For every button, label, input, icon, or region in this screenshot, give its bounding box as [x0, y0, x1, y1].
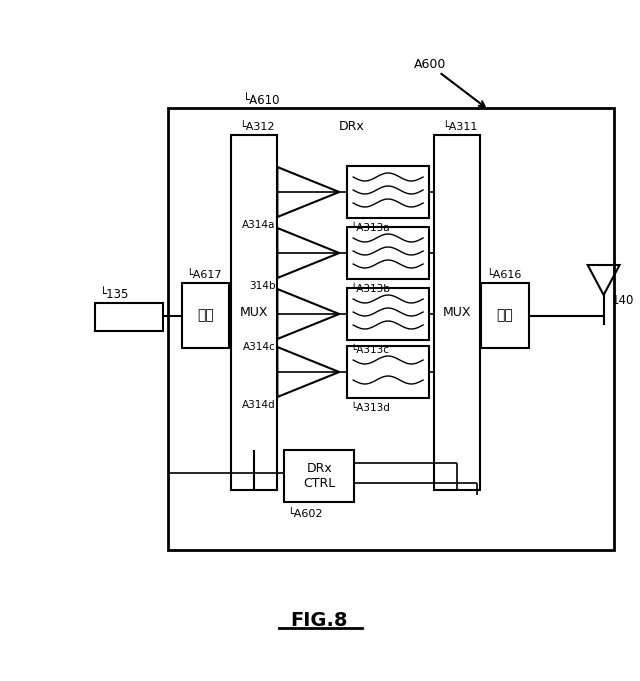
- Text: A600: A600: [414, 59, 447, 72]
- Text: └A312: └A312: [239, 122, 275, 132]
- Bar: [348, 288, 429, 340]
- Text: 整合: 整合: [497, 308, 513, 323]
- Text: MUX: MUX: [240, 306, 269, 319]
- Bar: [348, 166, 429, 218]
- Text: 140: 140: [612, 294, 634, 306]
- Text: └A313d: └A313d: [350, 403, 390, 413]
- Text: └A610: └A610: [243, 93, 280, 106]
- Bar: [232, 135, 277, 490]
- Bar: [481, 283, 529, 348]
- Bar: [168, 108, 614, 550]
- Text: └A617: └A617: [187, 270, 222, 280]
- Text: FIG.8: FIG.8: [291, 610, 348, 629]
- Text: └A602: └A602: [287, 509, 323, 519]
- Bar: [95, 303, 163, 331]
- Text: A314a: A314a: [242, 220, 275, 230]
- Bar: [348, 346, 429, 398]
- Text: A314d: A314d: [242, 400, 275, 410]
- Text: └A311: └A311: [442, 122, 477, 132]
- Text: A314c: A314c: [243, 342, 275, 352]
- Bar: [434, 135, 480, 490]
- Text: 314b: 314b: [249, 281, 275, 291]
- Text: DRx: DRx: [339, 121, 365, 133]
- Bar: [182, 283, 230, 348]
- Text: DRx
CTRL: DRx CTRL: [303, 462, 335, 490]
- Text: └A313a: └A313a: [350, 223, 390, 233]
- Text: 整合: 整合: [197, 308, 214, 323]
- Text: └A313b: └A313b: [350, 284, 390, 294]
- Bar: [348, 227, 429, 279]
- Text: └A313c: └A313c: [350, 345, 389, 355]
- Bar: [284, 450, 354, 502]
- Text: └135: └135: [100, 289, 129, 302]
- Text: MUX: MUX: [443, 306, 471, 319]
- Text: └A616: └A616: [486, 270, 521, 280]
